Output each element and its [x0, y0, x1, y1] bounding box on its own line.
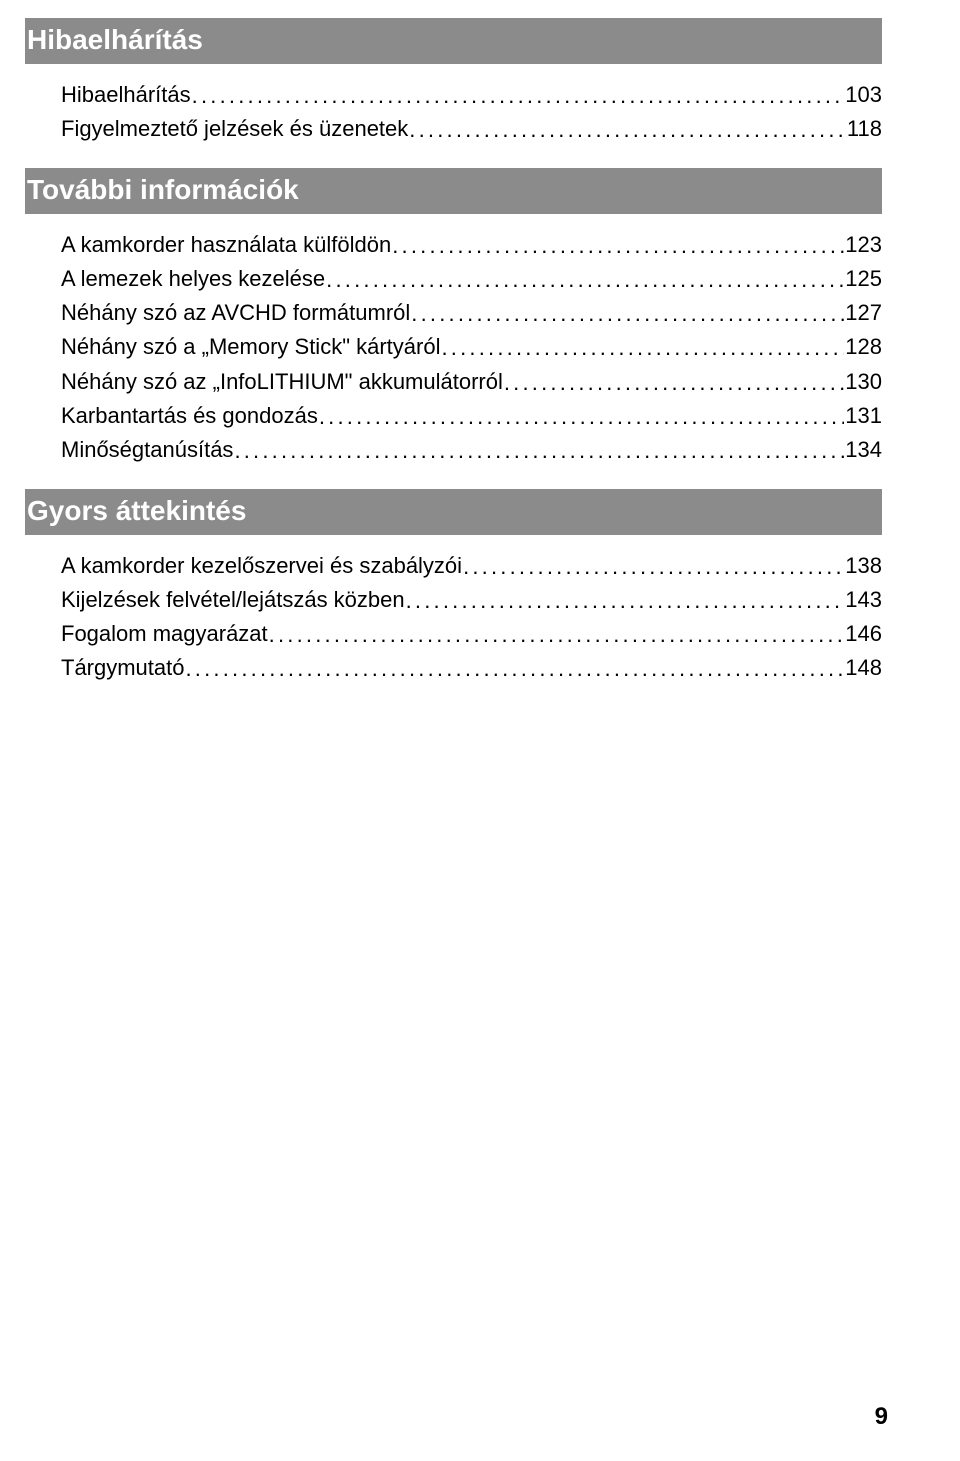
toc-label: Hibaelhárítás: [61, 78, 191, 112]
toc-entry: Figyelmeztető jelzések és üzenetek 118: [61, 112, 882, 146]
toc-leader: [186, 652, 845, 686]
toc-page: 125: [845, 262, 882, 296]
section-header: Gyors áttekintés: [25, 489, 882, 535]
toc-page: 130: [845, 365, 882, 399]
toc-page: 138: [845, 549, 882, 583]
toc-leader: [234, 434, 844, 468]
toc-leader: [269, 618, 845, 652]
toc-page: 134: [845, 433, 882, 467]
toc-entry: A lemezek helyes kezelése 125: [61, 262, 882, 296]
toc-entry: A kamkorder használata külföldön 123: [61, 228, 882, 262]
toc-label: Néhány szó a „Memory Stick" kártyáról: [61, 330, 440, 364]
toc-content: Hibaelhárítás Hibaelhárítás 103 Figyelme…: [0, 0, 960, 685]
toc-entry: Kijelzések felvétel/lejátszás közben 143: [61, 583, 882, 617]
toc-label: A kamkorder kezelőszervei és szabályzói: [61, 549, 462, 583]
toc-leader: [406, 584, 845, 618]
toc-leader: [463, 550, 844, 584]
toc-page: 148: [845, 651, 882, 685]
toc-label: Minőségtanúsítás: [61, 433, 233, 467]
toc-label: Karbantartás és gondozás: [61, 399, 318, 433]
toc-leader: [319, 400, 844, 434]
toc-entry: Néhány szó az „InfoLITHIUM" akkumulátorr…: [61, 365, 882, 399]
toc-leader: [411, 297, 844, 331]
toc-label: Néhány szó az AVCHD formátumról: [61, 296, 410, 330]
toc-page: 123: [845, 228, 882, 262]
toc-page: 103: [845, 78, 882, 112]
toc-page: 118: [847, 112, 882, 146]
toc-label: Fogalom magyarázat: [61, 617, 268, 651]
toc-page: 127: [845, 296, 882, 330]
toc-entry: A kamkorder kezelőszervei és szabályzói …: [61, 549, 882, 583]
toc-label: A kamkorder használata külföldön: [61, 228, 391, 262]
section-header: Hibaelhárítás: [25, 18, 882, 64]
toc-leader: [392, 229, 844, 263]
toc-list: Hibaelhárítás 103 Figyelmeztető jelzések…: [25, 78, 882, 146]
toc-leader: [409, 113, 846, 147]
toc-entry: Fogalom magyarázat 146: [61, 617, 882, 651]
toc-label: Figyelmeztető jelzések és üzenetek: [61, 112, 408, 146]
toc-label: Néhány szó az „InfoLITHIUM" akkumulátorr…: [61, 365, 503, 399]
toc-entry: Karbantartás és gondozás 131: [61, 399, 882, 433]
toc-page: 131: [845, 399, 882, 433]
toc-list: A kamkorder használata külföldön 123 A l…: [25, 228, 882, 467]
page-number: 9: [875, 1403, 888, 1431]
toc-entry: Néhány szó a „Memory Stick" kártyáról 12…: [61, 330, 882, 364]
toc-label: Kijelzések felvétel/lejátszás közben: [61, 583, 405, 617]
toc-entry: Tárgymutató 148: [61, 651, 882, 685]
toc-leader: [504, 366, 844, 400]
toc-leader: [326, 263, 844, 297]
toc-entry: Néhány szó az AVCHD formátumról 127: [61, 296, 882, 330]
toc-label: A lemezek helyes kezelése: [61, 262, 325, 296]
toc-label: Tárgymutató: [61, 651, 185, 685]
toc-list: A kamkorder kezelőszervei és szabályzói …: [25, 549, 882, 685]
toc-leader: [441, 331, 844, 365]
toc-entry: Hibaelhárítás 103: [61, 78, 882, 112]
section-header: További információk: [25, 168, 882, 214]
toc-page: 143: [845, 583, 882, 617]
toc-leader: [192, 79, 845, 113]
toc-page: 128: [845, 330, 882, 364]
toc-page: 146: [845, 617, 882, 651]
toc-entry: Minőségtanúsítás 134: [61, 433, 882, 467]
